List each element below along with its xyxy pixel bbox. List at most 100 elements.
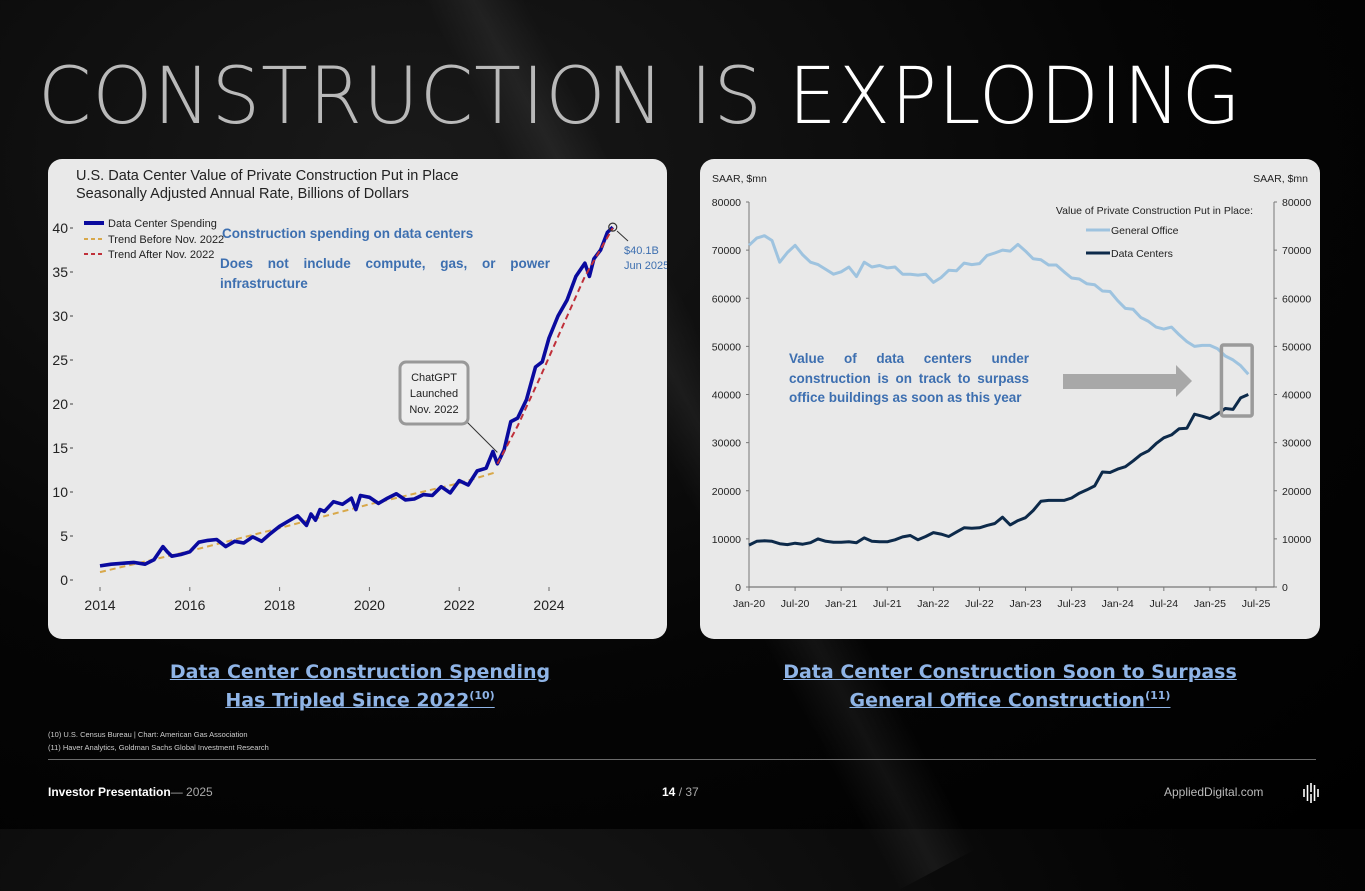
caption-right: Data Center Construction Soon to Surpass…: [770, 661, 1250, 712]
footer-website-link[interactable]: AppliedDigital.com: [1164, 785, 1264, 799]
highlight-box: [1219, 343, 1254, 418]
peak-annotation: $40.1B Jun 2025: [608, 222, 667, 272]
legend-label-general-office: General Office: [1111, 225, 1179, 237]
x-tick-label: Jul-23: [1057, 598, 1086, 610]
annotation-construction-spending: Construction spending on data centers: [222, 226, 473, 241]
peak-marker: [608, 222, 618, 232]
x-tick-label: Jan-23: [1009, 598, 1041, 610]
y-tick-label: 0: [60, 572, 68, 588]
y-tick-label-left: 50000: [712, 341, 741, 353]
x-tick-label: 2018: [264, 597, 295, 613]
y-tick-label-left: 0: [735, 582, 741, 594]
y-tick-label-left: 20000: [712, 486, 741, 498]
x-tick-label: Jul-24: [1150, 598, 1179, 610]
caption-right-line1: Data Center Construction Soon to Surpass: [783, 661, 1237, 683]
series-line-trend-after: [496, 227, 614, 465]
y-tick-label-left: 80000: [712, 197, 741, 209]
y-tick-label: 20: [52, 396, 68, 412]
legend-label-trend-before: Trend Before Nov. 2022: [108, 234, 224, 246]
x-tick-label: Jul-21: [873, 598, 902, 610]
annotation-surpass-text: Value of data centers under construction…: [789, 351, 1029, 405]
title-part-1: CONSTRUCTION IS: [38, 52, 789, 142]
y-tick-label-right: 50000: [1282, 341, 1311, 353]
footer-presentation-name: Investor Presentation: [48, 785, 171, 799]
y-tick-label-right: 30000: [1282, 438, 1311, 450]
y-tick-label: 30: [52, 308, 68, 324]
y-tick-label-left: 10000: [712, 534, 741, 546]
peak-date-label: Jun 2025: [624, 260, 667, 272]
legend-title: Value of Private Construction Put in Pla…: [1056, 205, 1253, 217]
peak-value-label: $40.1B: [624, 245, 659, 257]
y-tick-label-right: 60000: [1282, 293, 1311, 305]
x-tick-label: Jan-21: [825, 598, 857, 610]
x-tick-label: 2020: [354, 597, 385, 613]
footer-year: — 2025: [170, 785, 213, 799]
caption-left: Data Center Construction Spending Has Tr…: [150, 661, 570, 712]
caption-left-line1: Data Center Construction Spending: [169, 661, 551, 683]
y-tick-label-left: 40000: [712, 390, 741, 402]
series-line-data-centers: [748, 393, 1249, 547]
legend-label-data-centers: Data Centers: [1111, 248, 1173, 260]
chatgpt-callout-pointer: [465, 420, 498, 453]
chatgpt-callout: ChatGPT Launched Nov. 2022: [398, 360, 498, 453]
annotation-surpass: Value of data centers under construction…: [789, 351, 1029, 405]
chatgpt-callout-box: [398, 360, 470, 426]
caption-left-line2: Has Tripled Since 2022: [225, 689, 470, 712]
y-tick-label: 25: [52, 352, 68, 368]
page-title: CONSTRUCTION IS EXPLODING: [38, 58, 1242, 136]
x-tick-label: 2024: [533, 597, 564, 613]
annotation-excludes: Does not include compute, gas, or power …: [220, 256, 550, 291]
y-tick-label-left: 60000: [712, 293, 741, 305]
chart-panel-data-center-spending: U.S. Data Center Value of Private Constr…: [48, 159, 667, 639]
series-line-general-office: [747, 234, 1250, 376]
x-tick-label: 2014: [84, 597, 115, 613]
x-tick-label: Jan-24: [1102, 598, 1134, 610]
y-tick-label-right: 0: [1282, 582, 1288, 594]
chatgpt-line-1: ChatGPT: [411, 372, 457, 384]
chatgpt-line-2: Launched: [410, 388, 458, 400]
y-tick-label-right: 80000: [1282, 197, 1311, 209]
caption-right-line2: General Office Construction: [849, 689, 1146, 712]
chart-office-vs-datacenters: SAAR, $mn SAAR, $mn 0 0 10000 10000 20000 200…: [712, 173, 1312, 610]
x-tick-label: Jul-25: [1242, 598, 1271, 610]
caption-left-ref: (10): [469, 689, 495, 702]
y-tick-label-left: 70000: [712, 245, 741, 257]
y-tick-label: 15: [52, 440, 68, 456]
chart-subtitle: Seasonally Adjusted Annual Rate, Billion…: [76, 186, 409, 202]
x-tick-label: Jul-20: [781, 598, 810, 610]
peak-pointer: [616, 230, 629, 242]
x-tick-label: 2022: [444, 597, 475, 613]
y-tick-label: 35: [52, 264, 68, 280]
footnote-10: (10) U.S. Census Bureau | Chart: America…: [48, 730, 248, 739]
x-tick-label: 2016: [174, 597, 205, 613]
chart-data-center-spending: U.S. Data Center Value of Private Constr…: [52, 168, 667, 613]
chart-legend: Value of Private Construction Put in Pla…: [1056, 205, 1253, 260]
x-tick-label: Jan-20: [733, 598, 765, 610]
page-current: 14: [662, 785, 676, 799]
footnote-11: (11) Haver Analytics, Goldman Sachs Glob…: [48, 743, 269, 752]
page-total: / 37: [675, 785, 699, 799]
footer-divider: [48, 759, 1316, 760]
page-indicator: 14 / 37: [662, 785, 699, 799]
chart-title: U.S. Data Center Value of Private Constr…: [76, 168, 459, 184]
footer-presentation-label: Investor Presentation— 2025: [48, 785, 213, 799]
chart-legend: Data Center Spending Trend Before Nov. 2…: [84, 218, 224, 261]
title-part-2: EXPLODING: [788, 52, 1242, 142]
y-tick-label: 5: [60, 528, 68, 544]
x-tick-label: Jan-22: [917, 598, 949, 610]
legend-label-trend-after: Trend After Nov. 2022: [108, 249, 214, 261]
annotation-excludes-text: Does not include compute, gas, or power …: [220, 256, 550, 291]
y-axis-label-left: SAAR, $mn: [712, 173, 767, 185]
y-axis-label-right: SAAR, $mn: [1253, 173, 1308, 185]
legend-label-dc-spending: Data Center Spending: [108, 218, 217, 230]
series-line-trend-before: [99, 470, 498, 574]
y-tick-label-right: 10000: [1282, 534, 1311, 546]
y-tick-label-right: 20000: [1282, 486, 1311, 498]
y-tick-label-right: 40000: [1282, 390, 1311, 402]
series-line-dc-spending: [99, 225, 615, 568]
applied-digital-logo-icon: [1303, 783, 1319, 803]
y-tick-label-left: 30000: [712, 438, 741, 450]
chatgpt-line-3: Nov. 2022: [409, 404, 458, 416]
caption-right-ref: (11): [1145, 689, 1171, 702]
y-tick-label-right: 70000: [1282, 245, 1311, 257]
